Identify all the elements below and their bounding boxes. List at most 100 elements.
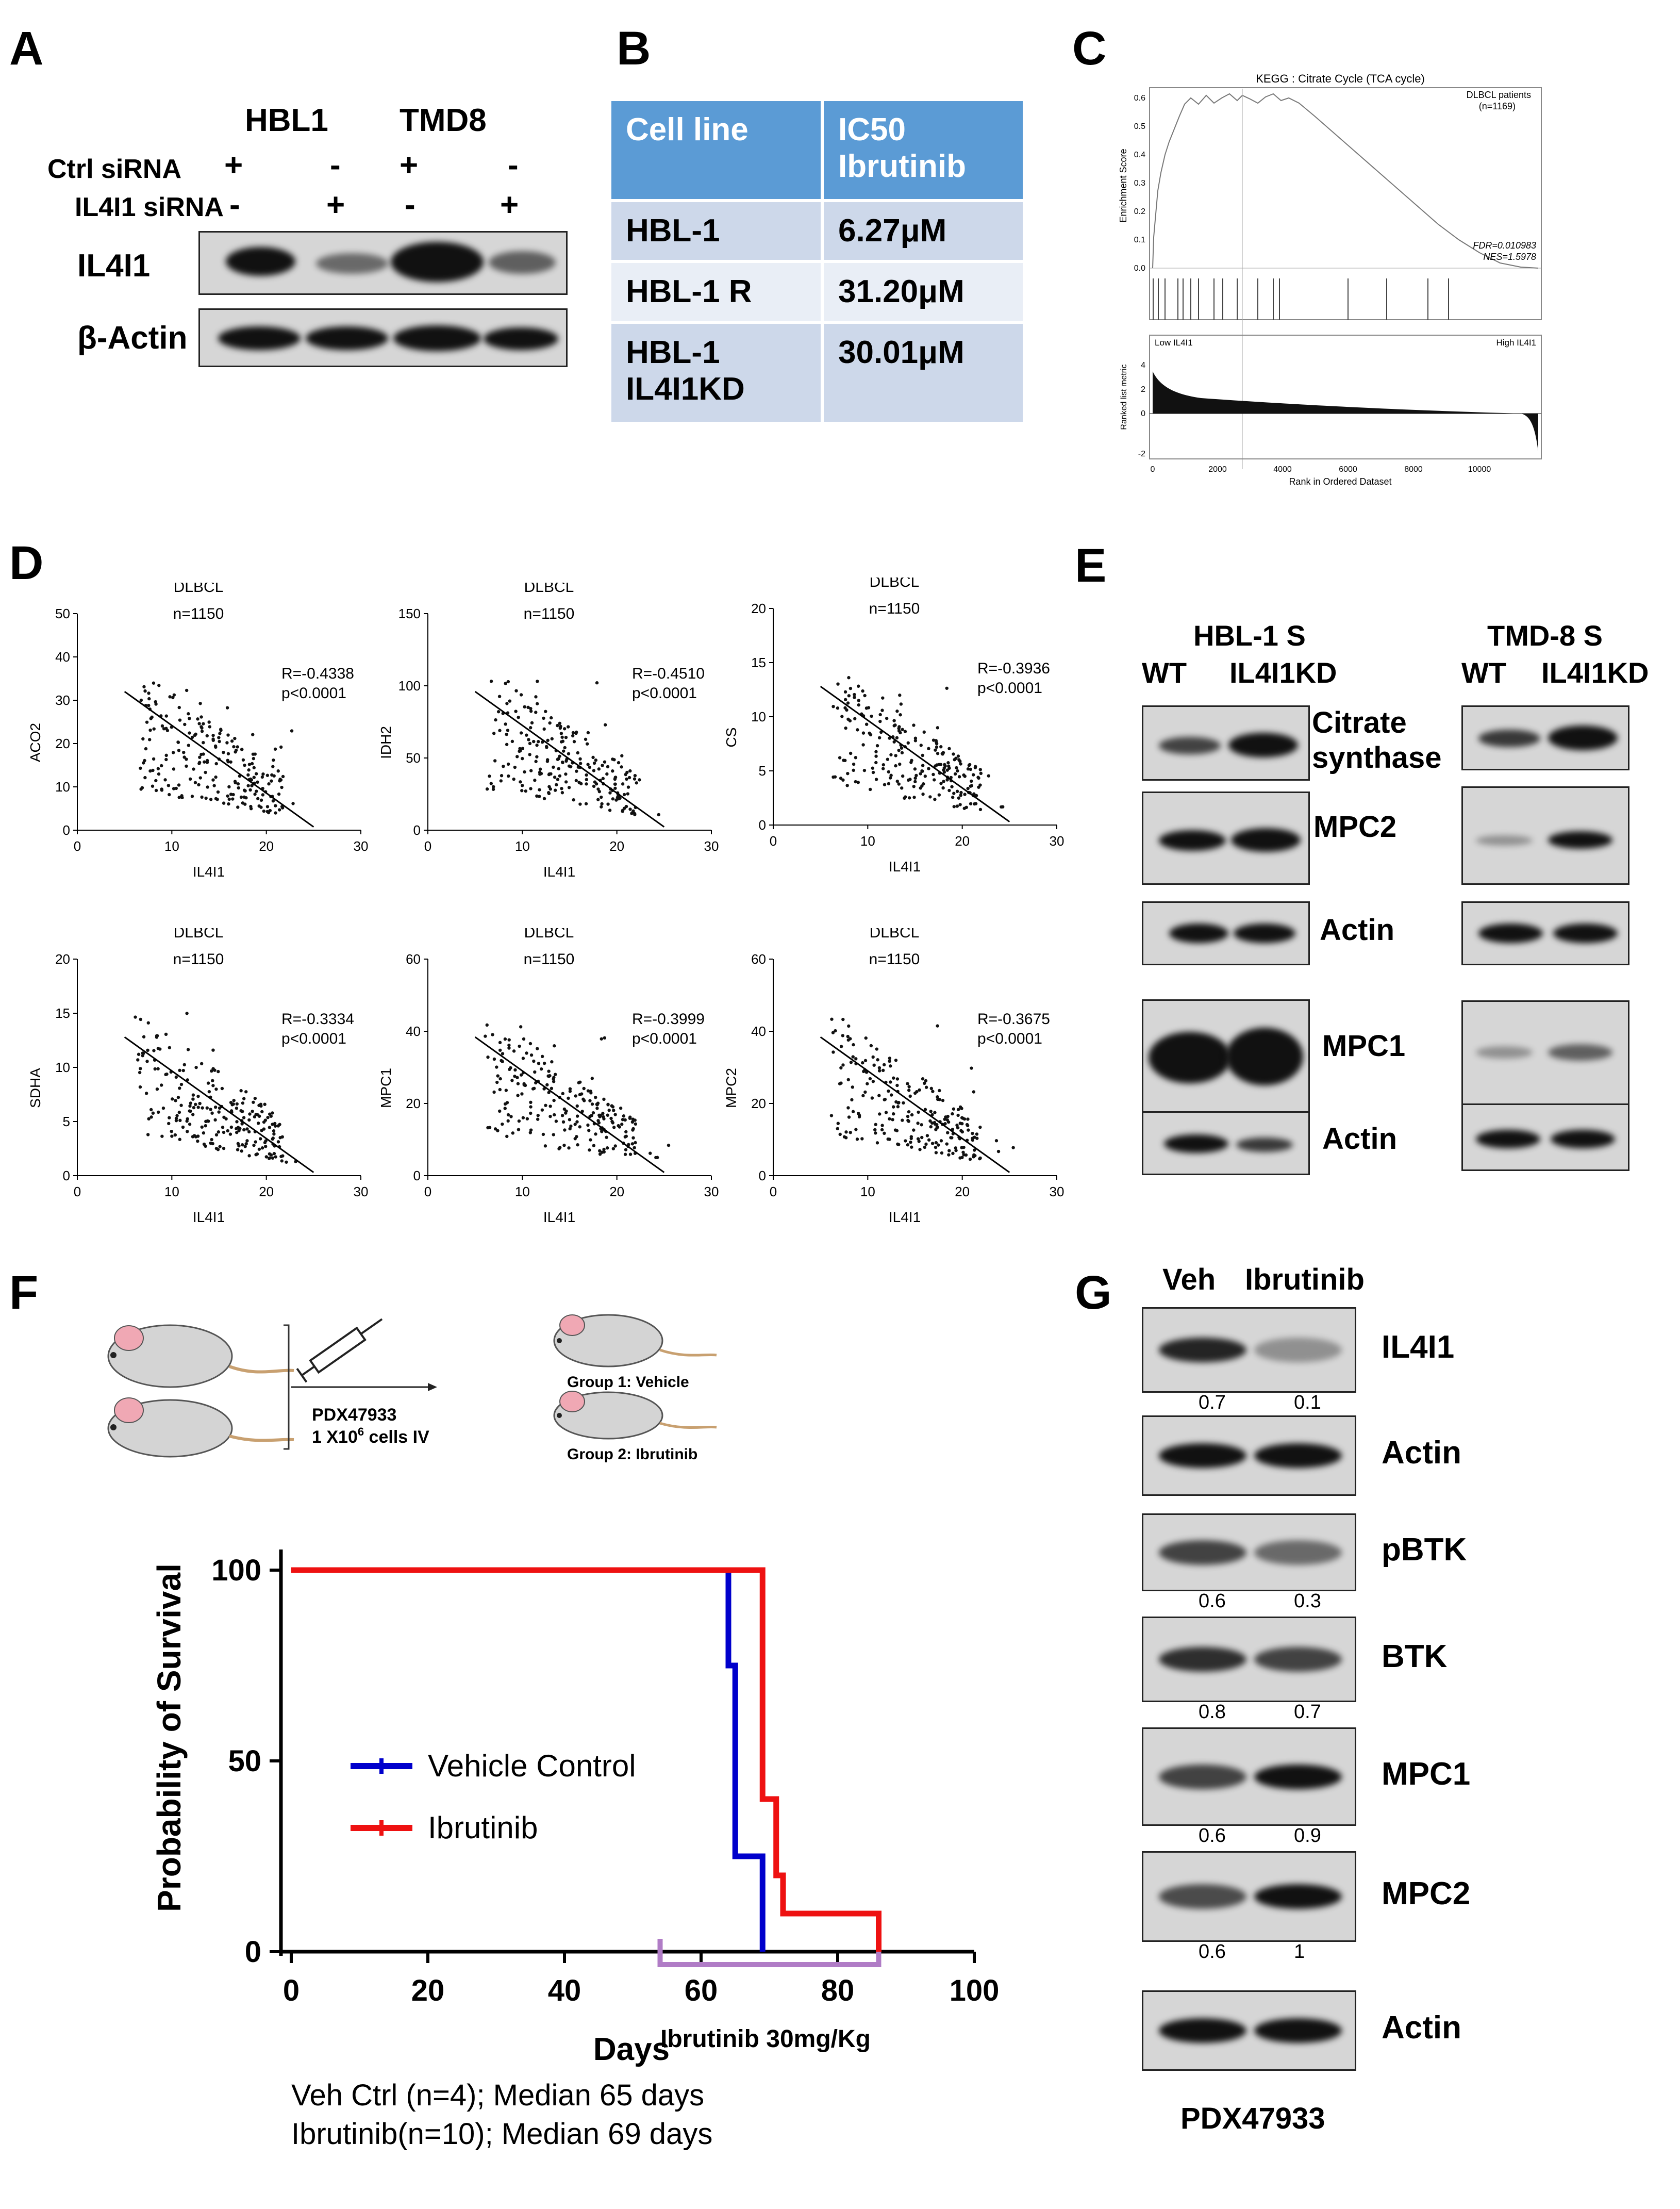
scatter-point	[536, 702, 539, 705]
scatter-point	[552, 1080, 556, 1083]
scatter-point	[603, 760, 607, 764]
scatter-point	[536, 680, 539, 683]
mouse-icon	[553, 1314, 717, 1367]
scatter-point	[934, 1128, 938, 1131]
panel-label-d: D	[9, 537, 44, 589]
scatter-point	[957, 775, 961, 779]
blot-tmd8s-mpc2	[1461, 786, 1629, 885]
scatter-point	[585, 773, 588, 777]
blot-label-il4i1: IL4I1	[77, 248, 151, 284]
scatter-point	[578, 802, 582, 806]
scatter-point	[890, 1093, 893, 1097]
scatter-point	[898, 694, 902, 697]
scatter-point	[214, 745, 218, 749]
scatter-point	[540, 740, 544, 744]
scatter-point	[847, 694, 851, 698]
regression-line	[474, 690, 665, 828]
scatter-point	[579, 782, 583, 786]
scatter-point	[611, 769, 614, 773]
scatter-point	[946, 1131, 950, 1134]
scatter-point	[978, 783, 982, 787]
scatter-point	[543, 1144, 547, 1148]
scatter-point	[591, 755, 595, 760]
scatter-point	[493, 1127, 497, 1131]
scatter-point	[584, 802, 588, 805]
r-value: R=-0.4510	[632, 665, 705, 682]
x-tick-label: 10	[164, 838, 179, 854]
scatter-point	[624, 1134, 628, 1138]
scatter-point	[843, 706, 847, 710]
scatter-point	[519, 1025, 523, 1029]
scatter-point	[495, 1065, 498, 1069]
scatter-point	[199, 1062, 204, 1066]
regression-line	[124, 1036, 314, 1173]
scatter-point	[919, 772, 922, 776]
scatter-point	[197, 783, 201, 787]
scatter-point	[576, 1143, 579, 1147]
scatter-point	[585, 742, 589, 746]
scatter-point	[552, 1077, 555, 1081]
scatter-point	[912, 796, 916, 799]
sign-ctrl-3: +	[400, 147, 419, 183]
scatter-point	[894, 1059, 898, 1062]
scatter-point	[235, 1102, 239, 1106]
scatter-point	[847, 676, 851, 680]
scatter-point	[924, 1085, 928, 1089]
scatter-point	[596, 798, 600, 801]
regression-line	[820, 1036, 1010, 1173]
scatter-point	[608, 809, 612, 812]
scatter-point	[264, 1145, 268, 1148]
scatter-point	[254, 772, 258, 776]
scatter-point	[259, 798, 263, 802]
scatter-point	[572, 798, 575, 802]
scatter-point	[207, 720, 211, 724]
scatter-point	[603, 1036, 607, 1040]
scatter-point	[136, 1058, 140, 1062]
scatter-point	[168, 695, 172, 699]
scatter-point	[623, 1152, 627, 1156]
col-label-wt: WT	[1142, 656, 1187, 689]
scatter-point	[198, 1101, 202, 1106]
scatter-point	[242, 788, 246, 792]
scatter-point	[506, 1113, 510, 1117]
scatter-point	[555, 783, 558, 787]
scatter-point	[225, 741, 229, 745]
gsea-title: KEGG : Citrate Cycle (TCA cycle)	[1256, 72, 1425, 85]
scatter-point	[907, 1089, 911, 1092]
x-tick-label: 100	[950, 1974, 1000, 2007]
y-tick-label: 10	[55, 779, 70, 795]
scatter-point	[864, 706, 869, 710]
scatter-point	[491, 785, 495, 788]
scatter-point	[198, 755, 202, 759]
scatter-point	[209, 1141, 212, 1145]
scatter-point	[513, 1075, 517, 1078]
scatter-point	[562, 1143, 566, 1147]
scatter-point	[978, 807, 983, 812]
scatter-point	[267, 1157, 271, 1160]
scatter-point	[209, 1108, 212, 1111]
scatter-point	[171, 696, 175, 700]
scatter-point	[504, 722, 507, 726]
scatter-point	[931, 1090, 935, 1093]
scatter-point	[560, 787, 563, 790]
scatter-point	[548, 787, 553, 791]
x-tick-label: 0	[74, 838, 81, 854]
scatter-point	[880, 1128, 884, 1132]
scatter-point	[512, 777, 515, 781]
scatter-point	[277, 792, 281, 796]
scatter-point	[855, 1138, 859, 1141]
scatter-point	[836, 1127, 839, 1131]
scatter-point	[598, 1149, 602, 1153]
scatter-point	[853, 717, 857, 721]
scatter-point	[839, 1066, 843, 1070]
scatter-point	[536, 1117, 540, 1121]
scatter-point	[958, 803, 962, 806]
scatter-point	[532, 1086, 536, 1090]
scatter-point	[604, 723, 607, 727]
scatter-point	[856, 728, 859, 732]
scatter-point	[851, 1085, 854, 1089]
sign-il4i1-4: +	[500, 187, 519, 223]
panel-f-survival-chart: 0 20 40 60 80 100 0 50 100 Probability of Surviv…	[151, 1549, 1000, 2067]
scatter-point	[525, 733, 528, 737]
scatter-point	[594, 1096, 597, 1099]
